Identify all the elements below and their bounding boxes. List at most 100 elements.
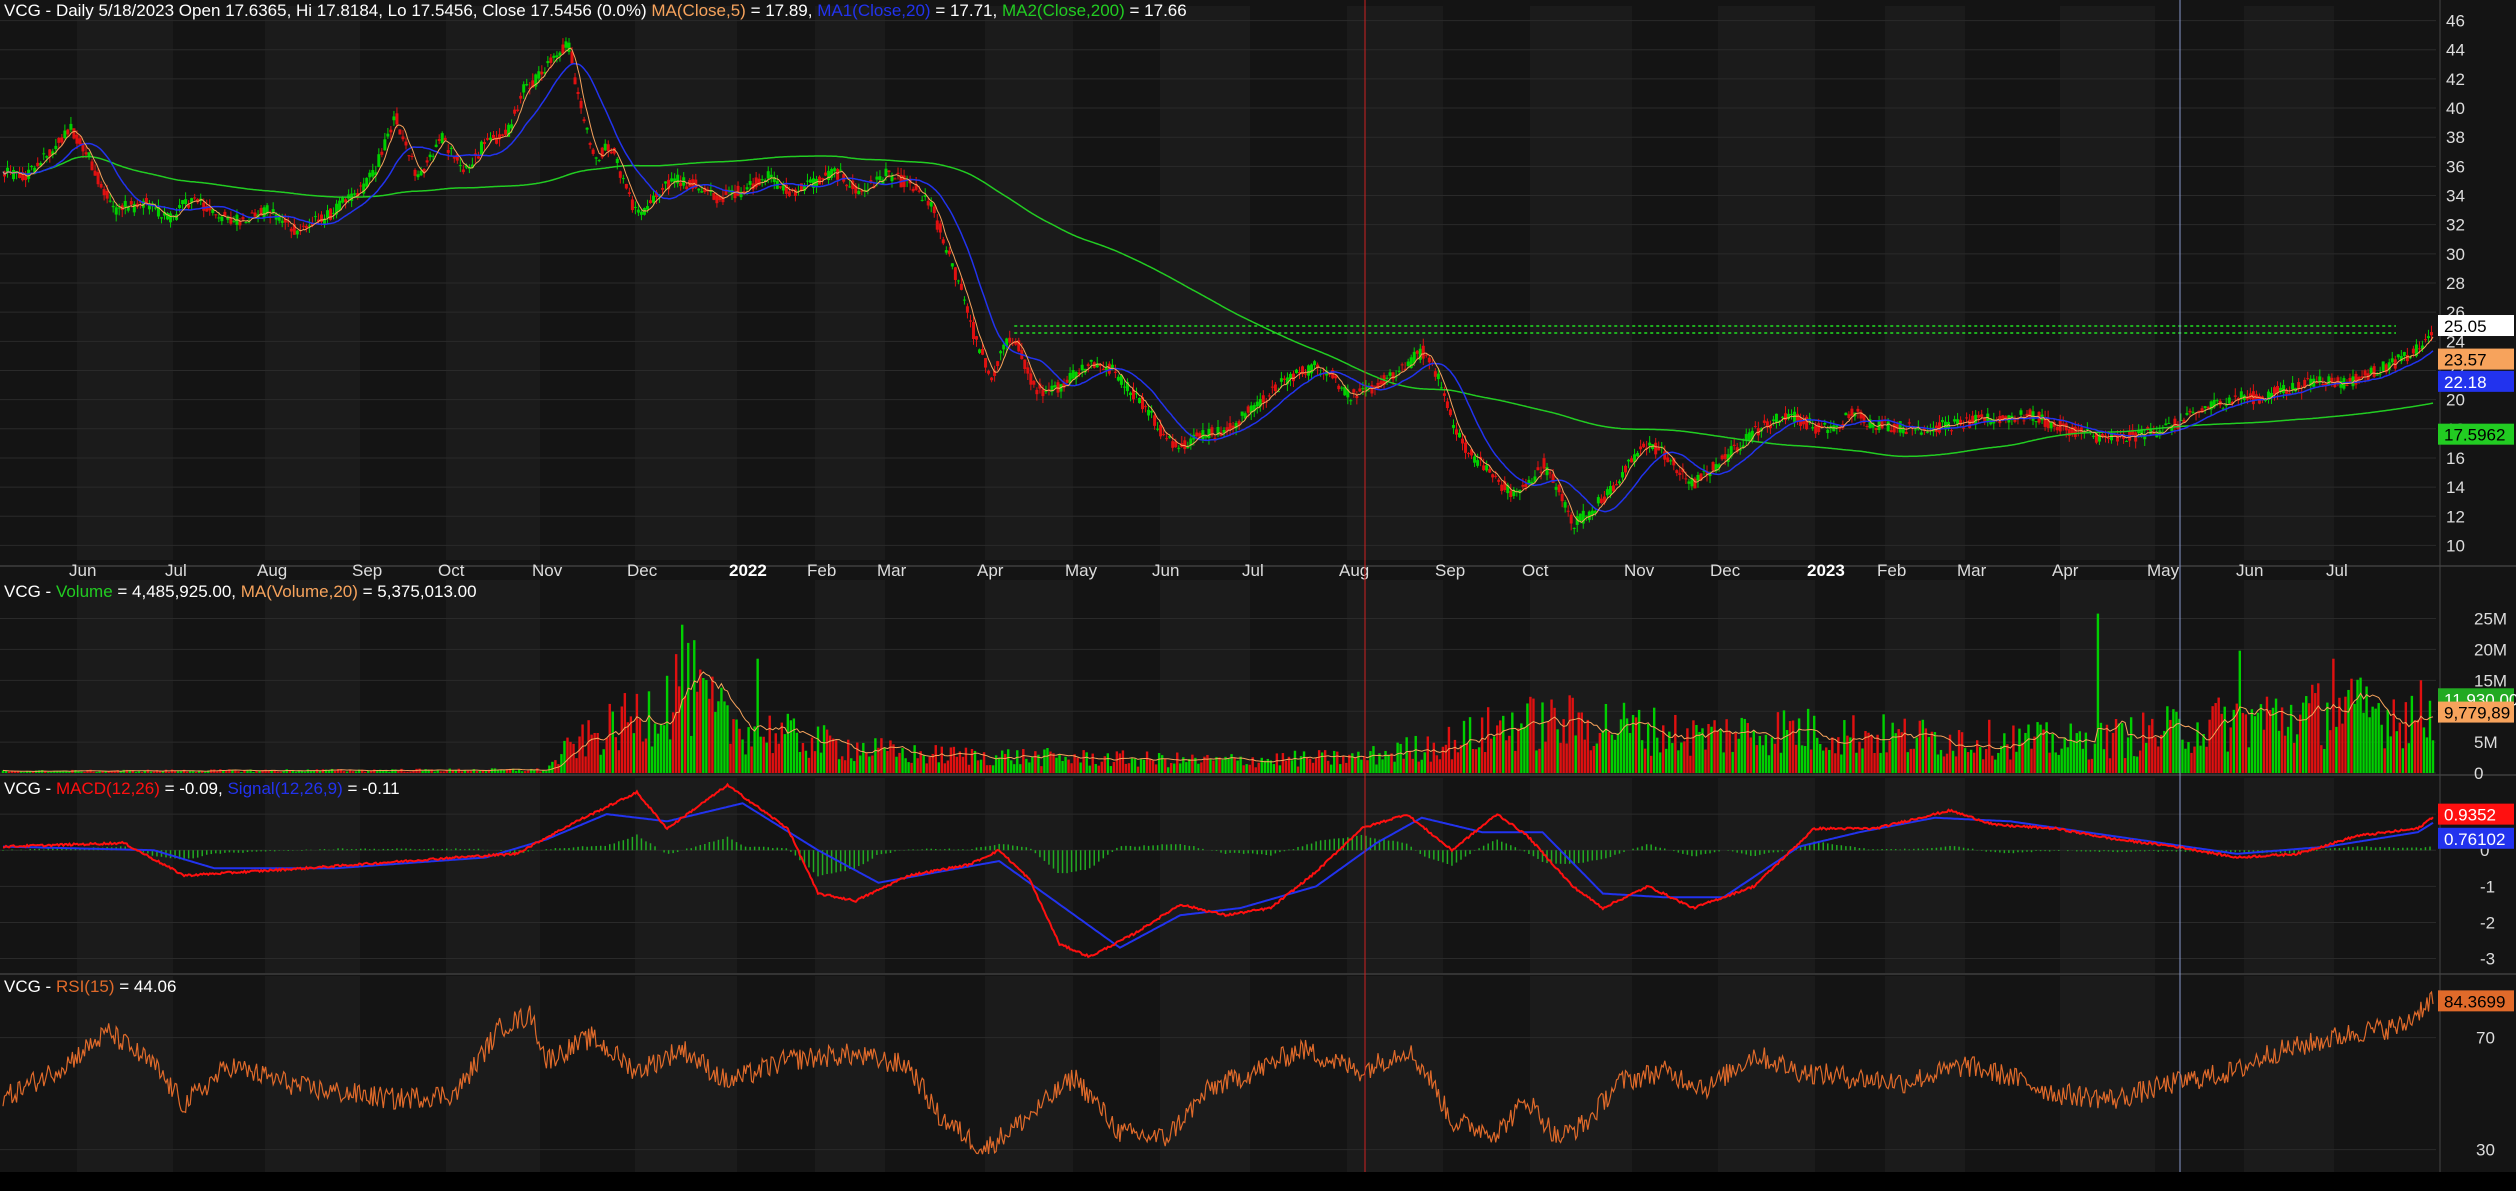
volume-bar — [1535, 750, 1538, 773]
candle-body — [1856, 408, 1860, 412]
volume-bar — [2039, 724, 2042, 773]
volume-bar — [89, 769, 92, 773]
candle-body — [1177, 447, 1181, 449]
candle-body — [1563, 502, 1567, 508]
candle-body — [2327, 376, 2331, 386]
candle-body — [2046, 417, 2050, 429]
candle-body — [501, 134, 505, 136]
candle-body — [2013, 418, 2017, 422]
candle-body — [881, 179, 885, 185]
month-band — [815, 778, 885, 973]
volume-bar — [2395, 731, 2398, 773]
candle-body — [156, 206, 160, 217]
candle-body — [2242, 395, 2246, 400]
candle-body — [2309, 378, 2313, 386]
volume-header: VCG - Volume = 4,485,925.00, MA(Volume,2… — [4, 582, 477, 602]
volume-bar — [1046, 747, 1049, 773]
candle-body — [1225, 427, 1229, 432]
volume-bar — [1849, 737, 1852, 773]
volume-bar — [1909, 748, 1912, 773]
volume-bar — [1348, 754, 1351, 773]
candle-body — [2297, 382, 2301, 390]
candle-body — [452, 157, 456, 159]
volume-bar — [979, 759, 983, 773]
volume-bar — [2148, 725, 2151, 773]
candle-body — [1575, 516, 1579, 525]
volume-bar — [204, 771, 207, 773]
candle-body — [2324, 383, 2328, 386]
candle-body — [522, 84, 526, 93]
volume-bar — [708, 698, 711, 773]
volume-bar — [1915, 737, 1919, 773]
candle-body — [1521, 484, 1525, 487]
volume-bar — [629, 716, 633, 773]
price-tick-label: 42 — [2446, 70, 2465, 89]
volume-bar — [1420, 759, 1423, 773]
volume-bar — [2259, 704, 2263, 773]
candle-body — [1008, 337, 1012, 343]
volume-bar — [1997, 752, 2000, 773]
candle-body — [2390, 358, 2394, 363]
volume-bar — [1903, 718, 1906, 773]
month-band — [2244, 778, 2334, 973]
volume-bar — [2184, 748, 2187, 773]
volume-bar — [1592, 746, 1596, 773]
signal-line — [3, 802, 2434, 949]
volume-bar — [1025, 758, 1028, 773]
candle-body — [2049, 422, 2053, 429]
candle-body — [135, 203, 139, 207]
volume-bar — [2356, 679, 2359, 773]
volume-bar — [976, 760, 980, 773]
volume-bar — [243, 770, 246, 773]
volume-bar — [22, 772, 26, 773]
candle-body — [1633, 454, 1637, 463]
volume-bar — [744, 754, 747, 773]
candle-body — [2414, 344, 2418, 357]
volume-bar — [514, 770, 518, 773]
candle-body — [2076, 428, 2080, 430]
volume-bar — [357, 769, 361, 773]
volume-bar — [1806, 708, 1810, 773]
volume-bar — [1007, 749, 1010, 773]
volume-bar — [1124, 763, 1128, 773]
volume-bar — [333, 770, 337, 773]
volume-bar — [1154, 764, 1158, 773]
month-label: Jul — [2326, 561, 2348, 580]
volume-bar — [847, 739, 850, 773]
candle-body — [1835, 425, 1839, 428]
volume-bar — [1447, 726, 1451, 773]
volume-bar — [1450, 759, 1454, 773]
volume-bar — [1532, 698, 1535, 773]
candle-body — [1228, 423, 1232, 429]
month-label: Oct — [1522, 561, 1549, 580]
volume-bar — [2365, 686, 2368, 773]
volume-bar — [2160, 734, 2163, 773]
volume-bar — [125, 769, 128, 773]
volume-bar — [2314, 693, 2317, 773]
candle-body — [440, 133, 444, 144]
candle-body — [1424, 354, 1428, 356]
volume-bar — [1764, 734, 1768, 773]
candle-body — [81, 143, 85, 152]
candle-body — [703, 187, 707, 192]
volume-bar — [1982, 759, 1985, 773]
candle-body — [1762, 420, 1766, 423]
volume-bar — [1269, 760, 1273, 773]
volume-bar — [493, 768, 497, 773]
volume-bar — [1372, 746, 1375, 773]
volume-bar — [2196, 722, 2199, 773]
volume-bar — [282, 771, 285, 773]
candle-body — [2333, 383, 2337, 387]
volume-bar — [1064, 756, 1067, 773]
volume-bar — [578, 736, 581, 773]
candle-body — [1258, 399, 1262, 407]
volume-bar — [436, 770, 439, 773]
candle-body — [1847, 414, 1851, 419]
volume-bar — [1791, 720, 1795, 773]
volume-bar — [1342, 756, 1345, 773]
volume-bar — [312, 770, 316, 773]
candle-body — [2396, 354, 2400, 358]
candle-body — [1234, 423, 1238, 429]
